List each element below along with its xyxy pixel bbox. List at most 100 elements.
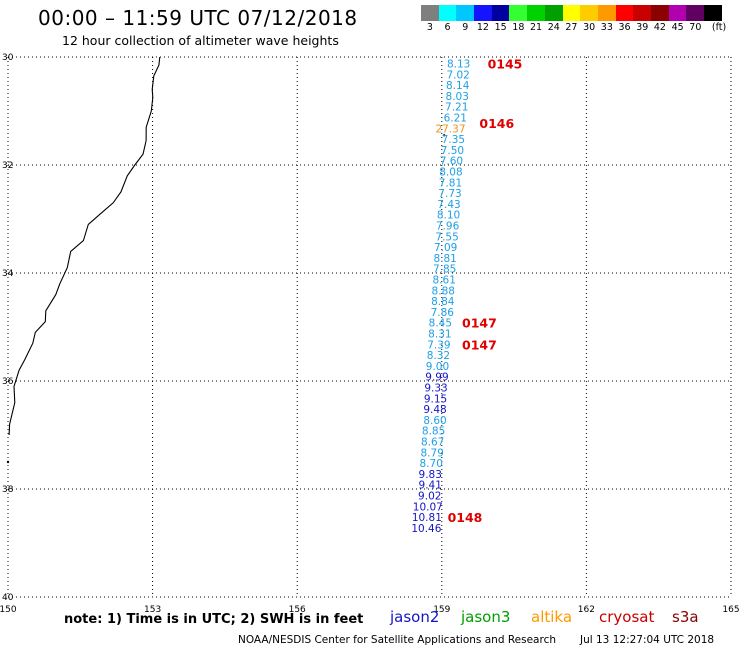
wave-height-value: 7.86: [431, 307, 455, 319]
scale-swatch: [456, 5, 475, 21]
axis-tick-labels: 150 153 156 159 162 165 30 32 34 36 38 40: [0, 53, 740, 615]
wave-height-value: 7.96: [436, 220, 460, 232]
wave-height-value: 9.33: [424, 382, 447, 394]
wave-height-value: 7.43: [437, 199, 460, 211]
wave-height-value: 8.85: [422, 426, 445, 438]
wave-height-value: 7.39: [427, 339, 450, 351]
pass-time-labels: 0145 0146 0147 0147 0148: [448, 56, 523, 525]
wave-height-value: 7.85: [433, 264, 456, 276]
wave-height-value: 9.15: [424, 393, 447, 405]
wave-height-value: 9.48: [423, 404, 446, 416]
wave-height-value: 8.13: [447, 58, 470, 70]
satellite-legend-item: altika: [531, 608, 573, 626]
scale-swatch: [491, 5, 510, 21]
wave-height-value: 8.61: [433, 274, 456, 286]
pass-time-label: 0147: [462, 337, 497, 352]
lat-tick-label: 38: [2, 485, 14, 495]
wave-height-value: 8.03: [446, 91, 469, 103]
credit-text: NOAA/NESDIS Center for Satellite Applica…: [238, 634, 556, 646]
coastline-path: [8, 56, 161, 436]
wave-height-value: 7.02: [446, 69, 469, 81]
scale-label: (ft): [711, 22, 727, 33]
wave-height-value: 27.37: [435, 123, 465, 135]
wave-height-value: 9.02: [418, 490, 441, 502]
scale-swatch: [686, 5, 704, 21]
wave-height-value: 10.07: [413, 501, 443, 513]
scale-swatch: [544, 5, 563, 21]
scale-label: 9: [462, 22, 469, 33]
wave-height-value: 10.46: [411, 523, 441, 535]
wave-height-value: 7.35: [442, 134, 465, 146]
lon-tick-label: 153: [144, 605, 161, 615]
scale-swatch: [580, 5, 598, 21]
lat-tick-label: 30: [2, 53, 14, 63]
generated-timestamp: Jul 13 12:27:04 UTC 2018: [580, 634, 715, 646]
scale-swatch: [597, 5, 616, 21]
page-title: 00:00 – 11:59 UTC 07/12/2018: [38, 6, 358, 30]
satellite-legend-item: cryosat: [599, 608, 655, 626]
wave-height-value: 8.10: [437, 210, 460, 222]
wave-height-value: 8.60: [423, 415, 446, 427]
scale-swatch: [421, 5, 439, 21]
scale-swatch: [562, 5, 581, 21]
wave-height-value: 7.09: [434, 242, 457, 254]
lat-tick-label: 36: [2, 377, 14, 387]
scale-label: 36: [618, 22, 631, 33]
wave-height-value: 7.60: [440, 156, 463, 168]
lon-tick-label: 150: [0, 605, 17, 615]
scale-label: 33: [600, 22, 613, 33]
satellite-legend-item: jason2: [390, 608, 440, 626]
scale-swatch: [438, 5, 457, 21]
lon-tick-label: 165: [722, 605, 739, 615]
scale-label: 24: [547, 22, 560, 33]
wave-height-value: 8.31: [428, 328, 451, 340]
wave-height-value: 7.73: [438, 188, 461, 200]
pass-time-label: 0147: [462, 316, 497, 331]
lat-tick-label: 40: [2, 593, 14, 603]
lon-tick-label: 156: [289, 605, 306, 615]
color-scale-bar: [421, 5, 722, 21]
wave-height-value: 7.55: [435, 231, 458, 243]
wave-height-value: 6.21: [444, 112, 467, 124]
wave-height-value: 8.45: [429, 318, 452, 330]
scale-label: 30: [583, 22, 596, 33]
wave-height-value: 9.83: [419, 469, 442, 481]
scale-swatch: [650, 5, 669, 21]
scale-label: 15: [494, 22, 507, 33]
lat-tick-label: 32: [2, 161, 13, 171]
wave-height-value: 8.88: [432, 285, 455, 297]
scale-swatch: [474, 5, 492, 21]
scale-label: 45: [671, 22, 684, 33]
lon-tick-label: 159: [433, 605, 450, 615]
scale-label: 27: [565, 22, 578, 33]
wave-height-value: 9.00: [426, 361, 449, 373]
island-dot: [443, 134, 446, 137]
wave-height-value: 8.79: [420, 447, 443, 459]
wave-height-value: 8.81: [433, 253, 456, 265]
wave-height-value: 7.81: [439, 177, 462, 189]
wave-height-value: 8.70: [420, 458, 443, 470]
satellite-legend-item: jason3: [461, 608, 511, 626]
page-subtitle: 12 hour collection of altimeter wave hei…: [62, 33, 339, 48]
scale-label: 12: [476, 22, 489, 33]
scale-label: 6: [444, 22, 451, 33]
scale-label: 18: [512, 22, 525, 33]
lat-lon-grid: [7, 56, 732, 598]
pass-time-label: 0146: [479, 116, 514, 131]
scale-label: 3: [426, 22, 433, 33]
pass-time-label: 0145: [488, 56, 523, 71]
wave-height-value: 9.41: [419, 480, 442, 492]
wave-height-value: 9.99: [425, 372, 448, 384]
scale-swatch: [615, 5, 634, 21]
units-note: note: 1) Time is in UTC; 2) SWH is in fe…: [64, 612, 364, 627]
coastline: [6, 56, 446, 464]
scale-label: 21: [530, 22, 543, 33]
wave-height-value: 8.32: [427, 350, 450, 362]
pass-time-label: 0148: [448, 510, 483, 525]
wave-height-value: 8.67: [421, 436, 444, 448]
scale-swatch: [633, 5, 651, 21]
satellite-legend-item: s3a: [672, 608, 699, 626]
lat-tick-label: 34: [2, 269, 14, 279]
